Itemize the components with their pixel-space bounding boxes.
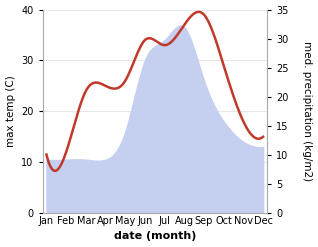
Y-axis label: max temp (C): max temp (C)	[5, 75, 16, 147]
X-axis label: date (month): date (month)	[114, 231, 196, 242]
Y-axis label: med. precipitation (kg/m2): med. precipitation (kg/m2)	[302, 41, 313, 181]
